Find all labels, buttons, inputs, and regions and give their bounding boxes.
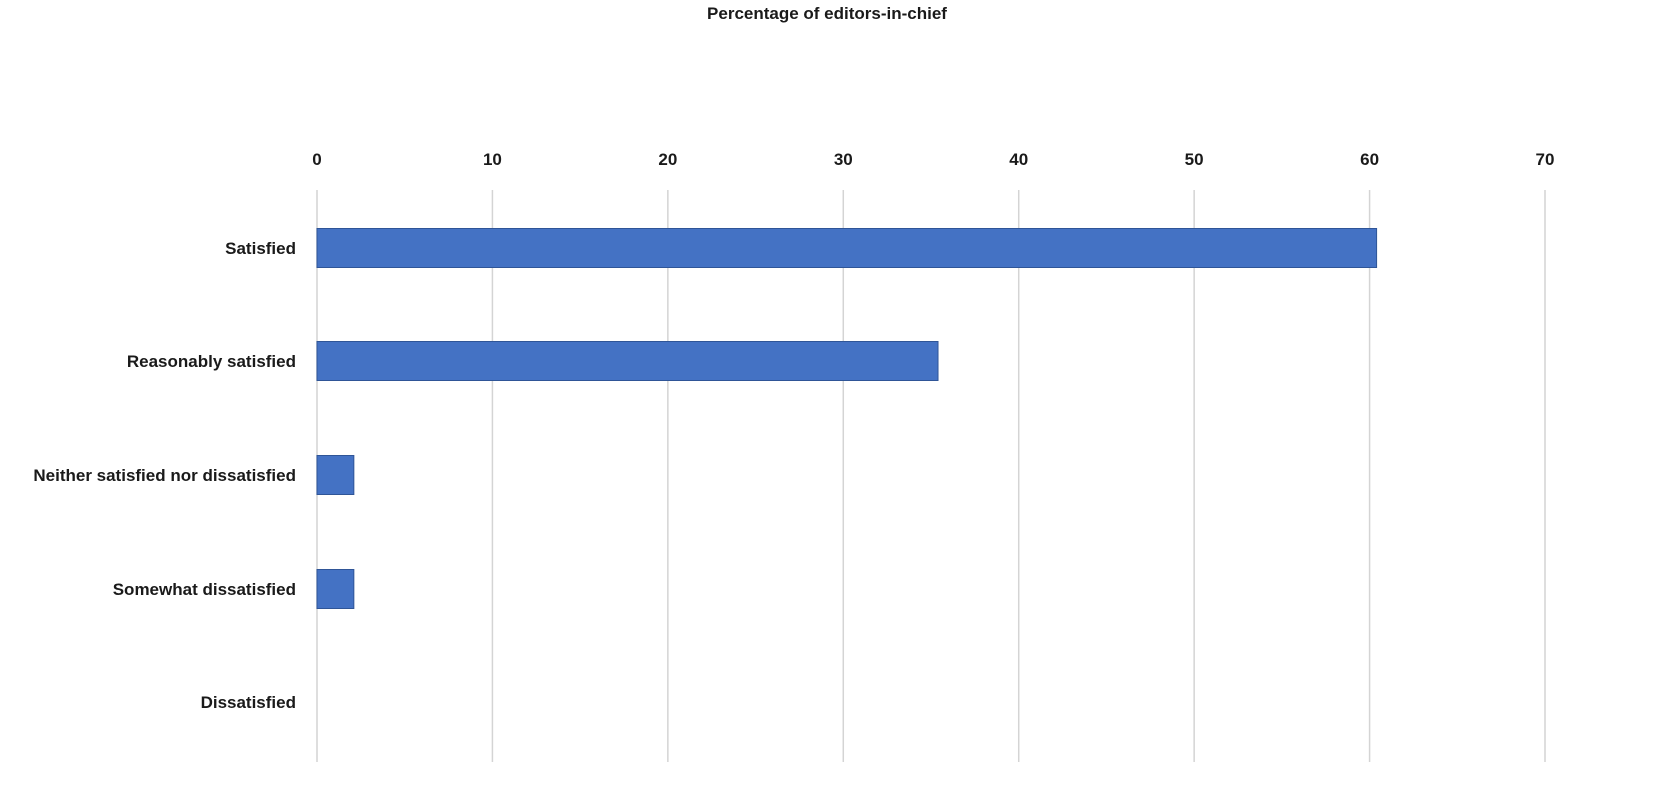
- category-label: Reasonably satisfied: [127, 352, 296, 371]
- bar: [316, 569, 355, 609]
- x-tick-label: 10: [483, 150, 502, 169]
- x-tick-label: 40: [1009, 150, 1028, 169]
- category-labels: Satisfied Reasonably satisfied Neither sat…: [33, 239, 296, 712]
- bar: [316, 341, 939, 381]
- x-tick-label: 70: [1536, 150, 1555, 169]
- category-label: Somewhat dissatisfied: [113, 580, 296, 599]
- category-label: Satisfied: [225, 239, 296, 258]
- category-label: Neither satisfied nor dissatisfied: [33, 466, 296, 485]
- bars: [316, 228, 1378, 609]
- chart-title: Percentage of editors-in-chief: [707, 4, 947, 23]
- x-tick-label: 60: [1360, 150, 1379, 169]
- x-axis-ticks: 0 10 20 30 40 50 60 70: [312, 150, 1554, 169]
- gridlines: [316, 190, 1546, 762]
- x-tick-label: 50: [1185, 150, 1204, 169]
- bar: [316, 228, 1378, 268]
- x-tick-label: 0: [312, 150, 321, 169]
- x-tick-label: 20: [658, 150, 677, 169]
- x-tick-label: 30: [834, 150, 853, 169]
- category-label: Dissatisfied: [201, 693, 296, 712]
- bar: [316, 455, 355, 495]
